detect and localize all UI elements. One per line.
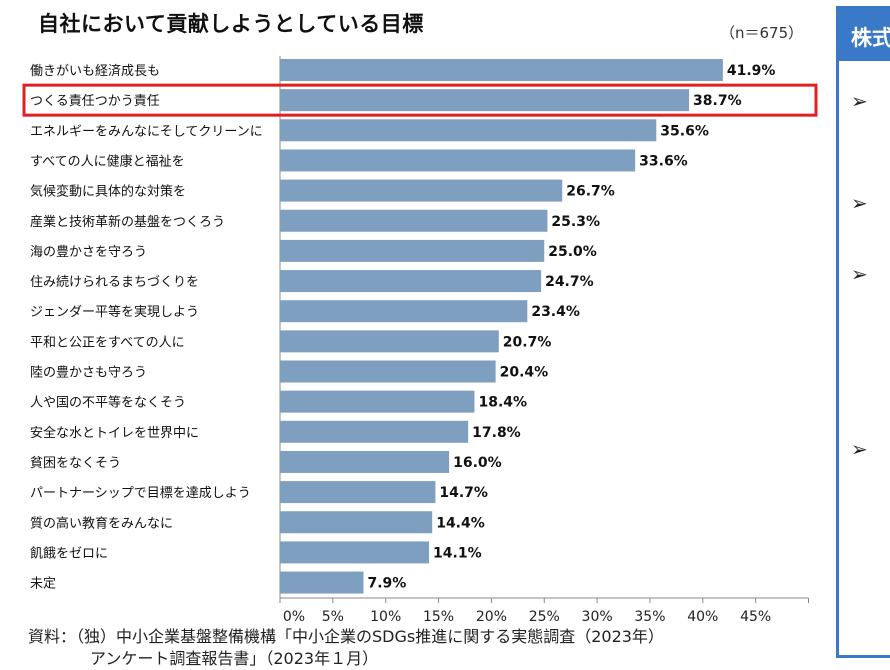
bar — [280, 541, 430, 564]
source-note: 資料：（独）中小企業基盤整備機構「中小企業のSDGs推進に関する実態調査（202… — [28, 626, 664, 670]
data-label: 18.4% — [478, 395, 527, 411]
category-label: エネルギーをみんなにそしてクリーンに — [30, 124, 263, 139]
data-label: 20.7% — [503, 334, 552, 350]
source-line-1: 資料：（独）中小企業基盤整備機構「中小企業のSDGs推進に関する実態調査（202… — [28, 627, 664, 646]
bar — [280, 330, 499, 353]
bar — [280, 270, 542, 293]
bullet-arrow-icon: ➢ — [851, 262, 868, 286]
x-tick-label: 5% — [322, 609, 344, 625]
data-label: 14.4% — [436, 515, 485, 531]
category-label: 住み続けられるまちづくりを — [30, 275, 199, 290]
chart-title: 自社において貢献しようとしている目標 — [38, 12, 424, 36]
bar — [280, 209, 548, 232]
bar — [280, 119, 657, 142]
source-line-2: アンケート調査報告書」（2023年１月） — [90, 649, 379, 668]
x-tick-label: 30% — [582, 609, 613, 625]
data-label: 26.7% — [566, 184, 615, 200]
category-label: 質の高い教育をみんなに — [30, 515, 173, 531]
bullet-arrow-icon: ➢ — [851, 89, 868, 113]
side-panel: 株式 ➢ ➢ ➢ ➢ — [836, 6, 890, 658]
category-label: ジェンダー平等を実現しよう — [30, 304, 199, 320]
data-label: 33.6% — [639, 153, 688, 169]
highlight-box — [22, 83, 818, 117]
x-tick-label: 15% — [423, 609, 454, 625]
bar — [280, 59, 723, 81]
category-label: 飢餓をゼロに — [30, 546, 108, 561]
data-label: 7.9% — [368, 576, 407, 592]
data-label: 23.4% — [531, 304, 580, 320]
bar — [280, 300, 528, 323]
category-label: 海の豊かさを守ろう — [30, 245, 147, 260]
category-label: パートナーシップで目標を達成しよう — [30, 486, 251, 501]
data-label: 35.6% — [660, 123, 709, 139]
data-label: 20.4% — [500, 365, 549, 381]
data-label: 17.8% — [472, 425, 521, 441]
x-tick-label: 20% — [476, 609, 507, 625]
data-label: 25.0% — [548, 244, 597, 260]
category-label: 未定 — [30, 577, 56, 592]
bar — [280, 179, 563, 202]
category-label: 平和と公正をすべての人に — [30, 335, 185, 350]
category-label: つくる責任つかう責任 — [30, 94, 160, 109]
bar — [280, 450, 450, 473]
bullet-arrow-icon: ➢ — [851, 191, 868, 215]
x-tick-label: 40% — [687, 609, 718, 625]
category-label: すべての人に健康と福祉を — [30, 153, 185, 169]
bar — [280, 571, 364, 594]
data-label: 41.9% — [727, 63, 776, 79]
bar-chart: 働きがいも経済成長も 41.9% つくる責任つかう責任 38.7% エネルギーをみんなに… — [22, 56, 818, 625]
sample-size-label: （n＝675） — [720, 24, 804, 42]
category-label: 陸の豊かさも守ろう — [30, 365, 147, 381]
bullet-arrow-icon: ➢ — [851, 437, 868, 461]
x-tick-label: 10% — [370, 609, 401, 625]
category-label: 働きがいも経済成長も — [30, 63, 160, 79]
data-label: 25.3% — [551, 214, 600, 230]
category-label: 産業と技術革新の基盤をつくろう — [30, 214, 225, 230]
side-panel-header: 株式 — [839, 9, 890, 61]
bar — [280, 239, 545, 262]
bar — [280, 390, 475, 413]
x-tick-label: 25% — [529, 609, 560, 625]
category-label: 安全な水とトイレを世界中に — [30, 425, 199, 441]
category-label: 気候変動に具体的な対策を — [30, 184, 186, 200]
bar — [280, 511, 433, 534]
data-label: 14.7% — [439, 485, 488, 501]
bar — [280, 360, 496, 383]
x-tick-label: 45% — [740, 609, 771, 625]
category-label: 人や国の不平等をなくそう — [30, 395, 186, 411]
bar — [280, 420, 469, 443]
data-label: 16.0% — [453, 455, 502, 471]
data-label: 38.7% — [693, 93, 742, 109]
category-label: 貧困をなくそう — [30, 456, 121, 471]
bar — [280, 481, 436, 504]
data-label: 14.1% — [433, 545, 482, 561]
bar — [280, 149, 636, 172]
x-tick-label: 0% — [283, 609, 305, 625]
data-label: 24.7% — [545, 274, 594, 290]
x-tick-label: 35% — [634, 609, 665, 625]
bar — [280, 89, 690, 112]
